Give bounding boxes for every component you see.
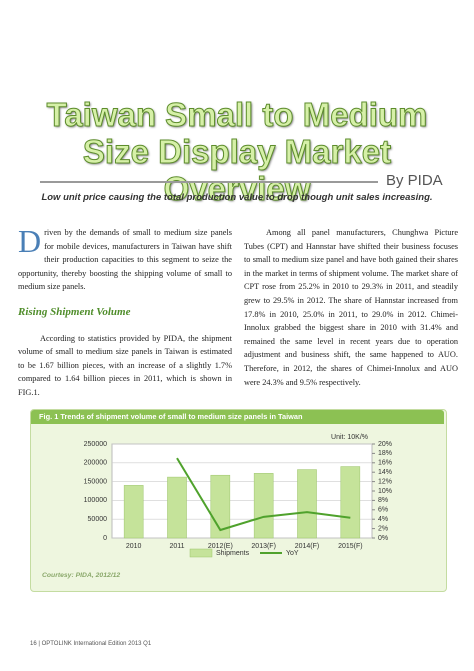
y2-tick-label: 4% xyxy=(378,516,388,523)
y-tick-label: 100000 xyxy=(84,497,107,504)
section-heading: Rising Shipment Volume xyxy=(18,305,131,318)
bar xyxy=(123,485,144,539)
bar xyxy=(340,466,361,539)
paragraph: According to statistics provided by PIDA… xyxy=(18,333,232,397)
y2-tick-label: 14% xyxy=(378,469,392,476)
figure-title: Fig. 1 Trends of shipment volume of smal… xyxy=(31,410,444,424)
y-tick-label: 0 xyxy=(103,535,107,542)
x-tick-label: 2013(F) xyxy=(251,543,276,550)
legend-label: Shipments xyxy=(216,550,250,557)
bar xyxy=(297,469,317,539)
x-tick-label: 2012(E) xyxy=(208,543,233,550)
bar xyxy=(253,473,274,539)
x-tick-label: 2015(F) xyxy=(338,543,363,550)
y-tick-label: 150000 xyxy=(84,478,107,485)
y-tick-label: 200000 xyxy=(84,460,107,467)
y2-tick-label: 2% xyxy=(378,525,388,532)
unit-label: Unit: 10K/% xyxy=(331,434,368,441)
y2-tick-label: 20% xyxy=(378,441,392,448)
title: Taiwan Small to Medium Size Display Mark… xyxy=(46,96,428,208)
y2-tick-label: 16% xyxy=(378,460,392,467)
plot-area xyxy=(111,443,373,539)
legend-label: YoY xyxy=(286,550,299,557)
x-tick-label: 2014(F) xyxy=(295,543,320,550)
y2-tick-label: 0% xyxy=(378,535,388,542)
y2-tick-label: 6% xyxy=(378,507,388,514)
y-tick-label: 250000 xyxy=(84,441,107,448)
footer: 16 | OPTOLINK International Edition 2013… xyxy=(30,641,152,647)
y2-tick-label: 18% xyxy=(378,450,392,457)
bar xyxy=(167,476,187,539)
paragraph: Among all panel manufacturers, Chunghwa … xyxy=(244,228,458,387)
y-tick-label: 50000 xyxy=(88,516,108,523)
left-column: Driven by the demands of small to medium… xyxy=(18,223,232,400)
paragraph: Driven by the demands of small to medium… xyxy=(18,223,232,292)
y2-tick-label: 12% xyxy=(378,478,392,485)
rule xyxy=(40,181,378,183)
line xyxy=(176,457,351,532)
subtitle: Low unit price causing the total product… xyxy=(41,192,433,203)
legend-swatch xyxy=(189,548,213,558)
y2-tick-label: 10% xyxy=(378,488,392,495)
x-tick-label: 2010 xyxy=(126,543,142,550)
x-tick-label: 2011 xyxy=(169,543,184,550)
byline: By PIDA xyxy=(386,172,443,189)
y2-tick-label: 8% xyxy=(378,497,388,504)
right-column: Among all panel manufacturers, Chunghwa … xyxy=(244,226,458,389)
source: Courtesy: PIDA, 2012/12 xyxy=(42,572,121,579)
